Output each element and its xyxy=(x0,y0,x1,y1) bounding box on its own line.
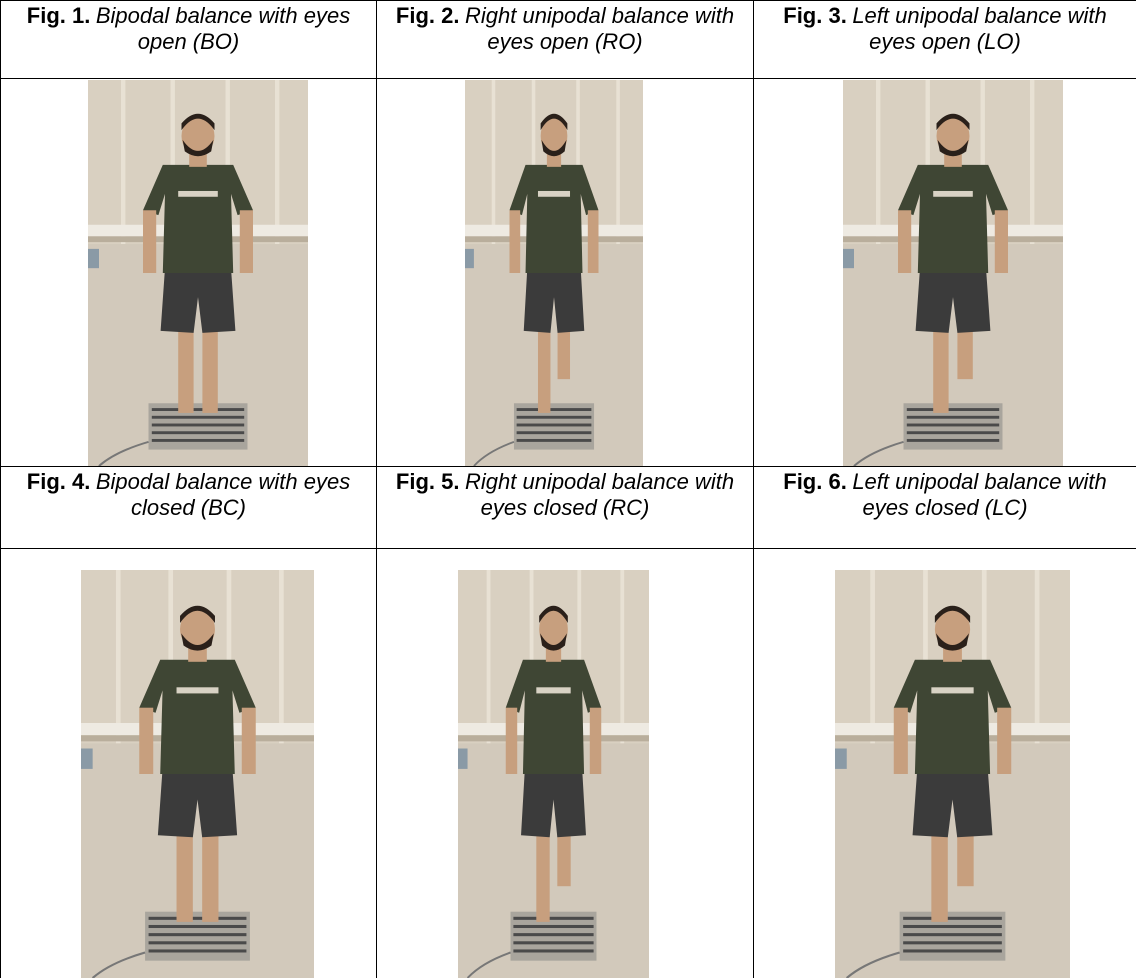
figure-label: Fig. 3. xyxy=(783,3,847,28)
caption: Fig. 4.Bipodal balance with eyes closed … xyxy=(11,469,366,521)
caption: Fig. 3.Left unipodal balance with eyes o… xyxy=(764,3,1126,55)
caption-cell: Fig. 2.Right unipodal balance with eyes … xyxy=(376,0,754,79)
photo xyxy=(81,570,314,978)
figure-label: Fig. 6. xyxy=(783,469,847,494)
figure-table: Fig. 1.Bipodal balance with eyes open (B… xyxy=(0,0,1136,978)
caption-cell: Fig. 4.Bipodal balance with eyes closed … xyxy=(0,466,377,549)
figure-caption: Bipodal balance with eyes closed (BC) xyxy=(96,469,350,520)
caption: Fig. 5.Right unipodal balance with eyes … xyxy=(387,469,743,521)
caption: Fig. 6.Left unipodal balance with eyes c… xyxy=(764,469,1126,521)
figure-caption: Left unipodal balance with eyes open (LO… xyxy=(852,3,1106,54)
photo xyxy=(835,570,1070,978)
photo xyxy=(88,80,308,466)
photo xyxy=(843,80,1063,466)
figure-caption: Bipodal balance with eyes open (BO) xyxy=(96,3,350,54)
figure-label: Fig. 1. xyxy=(27,3,91,28)
caption: Fig. 2.Right unipodal balance with eyes … xyxy=(387,3,743,55)
photo xyxy=(458,570,649,978)
caption-cell: Fig. 1.Bipodal balance with eyes open (B… xyxy=(0,0,377,79)
caption-cell: Fig. 5.Right unipodal balance with eyes … xyxy=(376,466,754,549)
photo xyxy=(465,80,643,466)
figure-label: Fig. 5. xyxy=(396,469,460,494)
figure-caption: Right unipodal balance with eyes open (R… xyxy=(465,3,734,54)
figure-label: Fig. 4. xyxy=(27,469,91,494)
caption-cell: Fig. 3.Left unipodal balance with eyes o… xyxy=(753,0,1136,79)
caption: Fig. 1.Bipodal balance with eyes open (B… xyxy=(11,3,366,55)
figure-caption: Left unipodal balance with eyes closed (… xyxy=(852,469,1106,520)
caption-cell: Fig. 6.Left unipodal balance with eyes c… xyxy=(753,466,1136,549)
figure-caption: Right unipodal balance with eyes closed … xyxy=(465,469,734,520)
figure-label: Fig. 2. xyxy=(396,3,460,28)
